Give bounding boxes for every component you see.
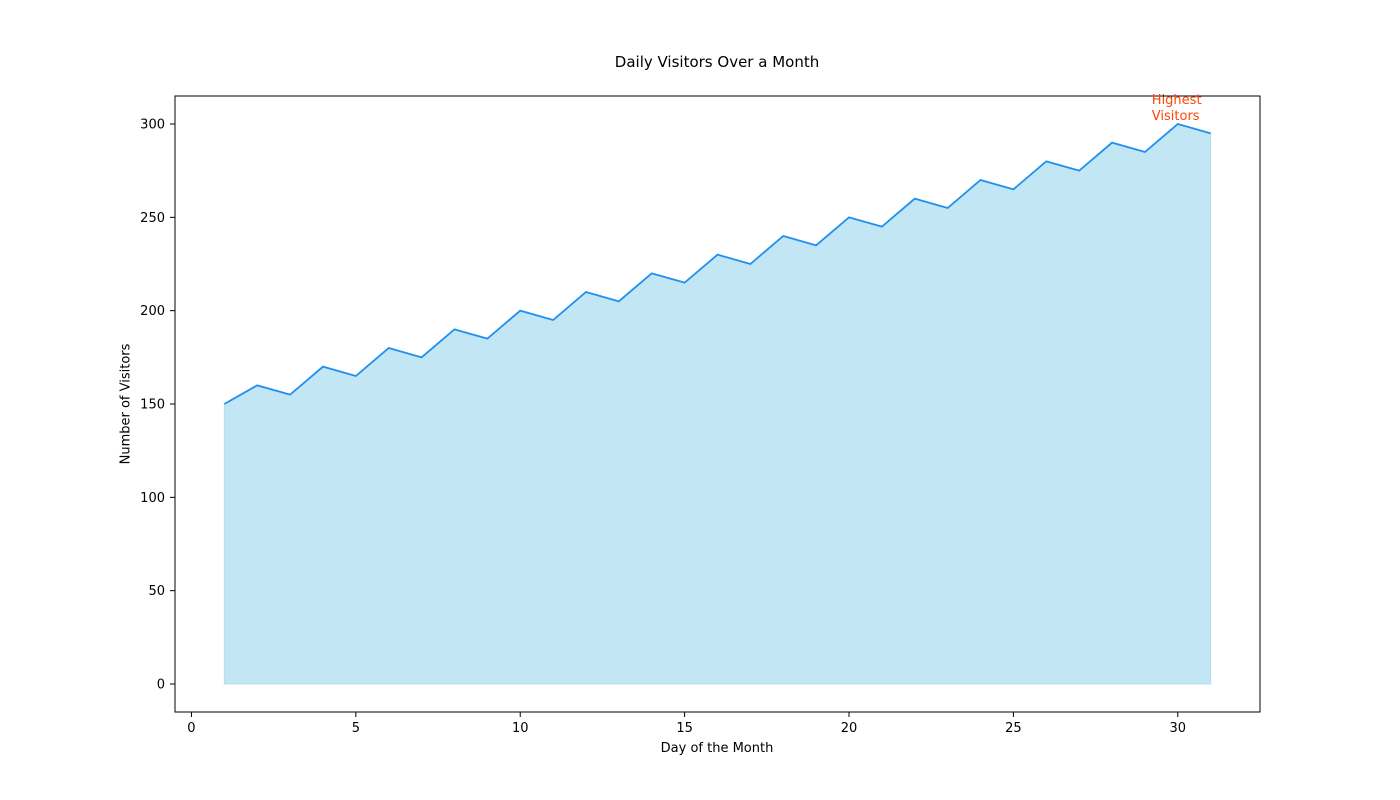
chart-title: Daily Visitors Over a Month: [615, 53, 819, 71]
y-tick-label: 50: [148, 584, 165, 599]
y-tick-label: 300: [140, 118, 165, 133]
area-fill: [223, 123, 1212, 685]
annotation-line: Highest: [1152, 93, 1202, 108]
y-tick-label: 0: [157, 678, 165, 693]
x-tick-label: 30: [1170, 721, 1187, 736]
y-tick-label: 100: [140, 491, 165, 506]
x-tick-label: 15: [676, 721, 693, 736]
x-tick-label: 0: [187, 721, 195, 736]
x-tick-label: 25: [1005, 721, 1022, 736]
y-axis-label: Number of Visitors: [119, 343, 134, 464]
y-tick-label: 150: [140, 398, 165, 413]
x-tick-label: 20: [841, 721, 858, 736]
x-tick-label: 10: [512, 721, 529, 736]
x-axis-label: Day of the Month: [661, 741, 774, 756]
area-fill-layer: [223, 123, 1212, 685]
y-tick-label: 200: [140, 304, 165, 319]
annotation-layer: Highest Visitors: [1152, 93, 1202, 124]
series-line: [223, 123, 1211, 405]
x-tick-label: 5: [352, 721, 360, 736]
y-tick-label: 250: [140, 211, 165, 226]
line-layer: [223, 123, 1211, 405]
annotation-line: Visitors: [1152, 109, 1200, 124]
annotation-label: Highest Visitors: [1152, 93, 1202, 124]
